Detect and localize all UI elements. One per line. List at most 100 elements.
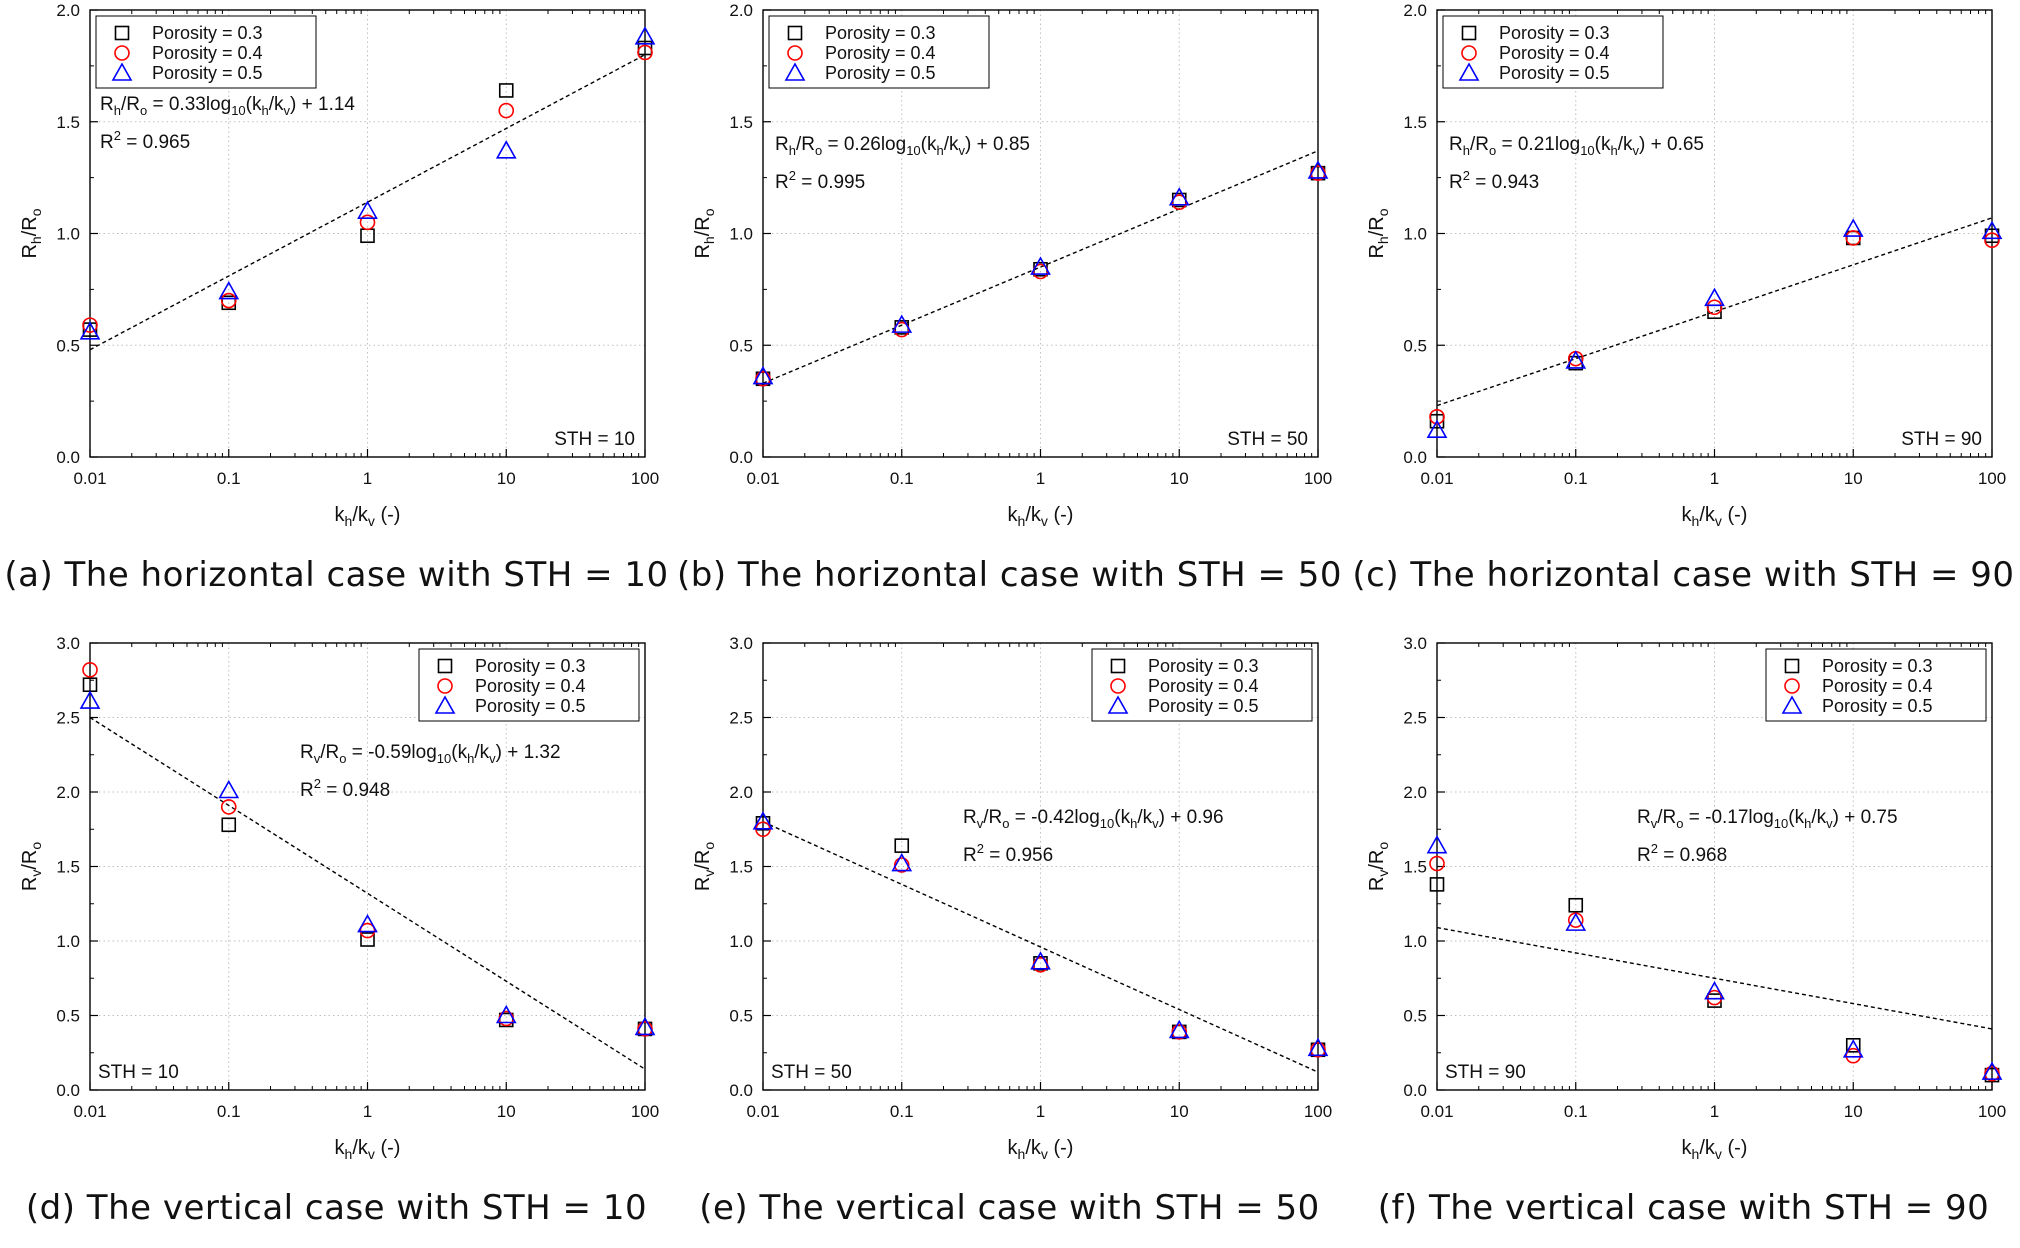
y-axis-label-sub: v <box>1375 870 1391 877</box>
x-tick-label: 100 <box>1304 1102 1332 1121</box>
data-point <box>357 913 378 933</box>
fit-equation: Rh/Ro = 0.26log10(kh/kv) + 0.85 <box>775 134 1030 158</box>
y-tick-label: 1.5 <box>729 858 753 877</box>
r2-sup: 2 <box>977 841 984 856</box>
x-axis-label-sub: h <box>345 513 353 529</box>
r2-sup: 2 <box>1651 841 1658 856</box>
x-axis-label-mid: /k <box>352 1137 369 1159</box>
y-axis-label: Rh/Ro <box>19 208 44 258</box>
r2-part: R <box>300 780 314 801</box>
y-axis-label-main: R <box>692 877 714 891</box>
x-tick-label: 0.01 <box>73 1102 106 1121</box>
y-tick-label: 0.5 <box>729 1007 753 1026</box>
x-tick-label: 0.1 <box>1564 469 1588 488</box>
x-axis-label: kh/kv (-) <box>1682 504 1748 529</box>
panel-caption: (a) The horizontal case with STH = 10 <box>4 555 669 595</box>
data-point <box>634 1016 656 1036</box>
x-axis-label-tail: (-) <box>1048 504 1074 526</box>
r-squared: R2 = 0.943 <box>1449 168 1539 193</box>
y-axis-label: Rv/Ro <box>692 842 717 891</box>
legend-marker <box>1461 45 1477 61</box>
y-tick-label: 2.5 <box>729 709 753 728</box>
x-tick-label: 0.1 <box>890 469 914 488</box>
sth-label: STH = 10 <box>554 429 635 450</box>
x-tick-label: 10 <box>1844 469 1863 488</box>
y-axis-label: Rh/Ro <box>692 208 717 258</box>
eq-part: = 0.33log <box>147 94 231 115</box>
x-axis-label-sub: v <box>368 513 375 529</box>
eq-part: /R <box>983 807 1002 828</box>
eq-sub: v <box>314 751 321 766</box>
data-point <box>1429 413 1445 429</box>
data-point <box>218 779 240 799</box>
data-point <box>82 317 98 333</box>
y-axis-label-sub: o <box>701 208 717 216</box>
eq-part: = -0.59log <box>346 742 436 763</box>
legend-label: Porosity = 0.4 <box>475 676 586 696</box>
chart-svg: 0.01 0.1 1 10 100 0.0 0.5 1.0 1.5 2.0 2.5 3.0 kh/kv … <box>692 634 1332 1162</box>
series-3 <box>752 811 1329 1057</box>
eq-part: /k <box>1811 807 1826 828</box>
chart-svg: 0.01 0.1 1 10 100 0.0 0.5 1.0 1.5 2.0 2.5 3.0 kh/kv … <box>1366 634 2006 1162</box>
y-tick-label: 0.5 <box>56 1007 80 1026</box>
x-tick-label: 1 <box>1710 469 1719 488</box>
eq-sub: o <box>1002 816 1009 831</box>
legend-label: Porosity = 0.4 <box>1499 43 1610 63</box>
eq-part: = 0.21log <box>1496 134 1580 155</box>
sth-label: STH = 50 <box>771 1062 852 1083</box>
legend-marker <box>1458 62 1480 81</box>
data-point <box>1565 350 1587 369</box>
chart-panel-d: 0.01 0.1 1 10 100 0.0 0.5 1.0 1.5 2.0 2.5 3.0 kh/kv … <box>0 633 673 1248</box>
eq-part: ) + 0.75 <box>1833 807 1898 828</box>
legend-marker <box>1110 678 1126 694</box>
series-3 <box>1426 835 2003 1080</box>
x-axis-label-sub: h <box>1692 1146 1700 1162</box>
x-axis-label-main: k <box>335 1137 346 1159</box>
eq-part: = -0.17log <box>1683 807 1773 828</box>
legend-label: Porosity = 0.3 <box>1822 656 1933 676</box>
legend-marker <box>787 25 803 41</box>
x-axis-label: kh/kv (-) <box>1682 1137 1748 1162</box>
y-axis-label-mid: /R <box>19 850 41 870</box>
eq-sub: h <box>937 143 944 158</box>
r2-part: R <box>775 172 789 193</box>
r2-part: = 0.943 <box>1470 172 1539 193</box>
data-point <box>1030 256 1051 275</box>
y-axis-label: Rv/Ro <box>19 842 44 891</box>
series-2 <box>82 44 653 333</box>
data-point <box>1168 187 1190 206</box>
series-3 <box>79 26 656 340</box>
r-squared: R2 = 0.968 <box>1637 841 1727 866</box>
x-tick-label: 10 <box>1170 469 1189 488</box>
legend-marker <box>114 25 130 41</box>
y-axis-label-sub: o <box>1375 208 1391 216</box>
data-point <box>1845 1037 1861 1053</box>
legend-box <box>1765 648 1987 722</box>
legend-box <box>95 15 317 89</box>
y-tick-label: 1.0 <box>56 932 80 951</box>
x-axis-label-sub: h <box>345 1146 353 1162</box>
eq-sub: o <box>339 751 346 766</box>
data-point <box>1567 350 1584 367</box>
x-tick-label: 0.1 <box>217 469 241 488</box>
x-axis-label: kh/kv (-) <box>335 1137 401 1162</box>
y-axis-label-sub: o <box>701 842 717 850</box>
data-point <box>1429 877 1445 892</box>
eq-part: R <box>100 94 114 115</box>
y-tick-label: 0.0 <box>1403 1081 1427 1100</box>
r2-part: = 0.965 <box>121 132 190 153</box>
legend-label: Porosity = 0.5 <box>152 63 263 83</box>
eq-sub: o <box>140 103 147 118</box>
eq-sub: 10 <box>231 103 245 118</box>
eq-sub: h <box>1130 816 1137 831</box>
data-point <box>498 102 515 119</box>
x-axis-label-main: k <box>335 504 346 526</box>
y-axis-label-main: R <box>1366 244 1388 258</box>
legend-marker <box>1107 695 1129 714</box>
y-tick-label: 1.0 <box>729 225 753 244</box>
x-axis-label-mid: /k <box>352 504 369 526</box>
data-point <box>1845 1047 1862 1064</box>
data-point <box>1984 232 2000 249</box>
